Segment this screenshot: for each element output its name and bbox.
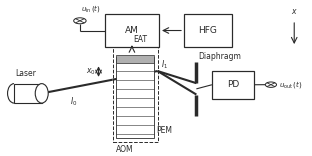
Circle shape <box>74 18 86 24</box>
Text: AM: AM <box>125 26 139 35</box>
Text: HFG: HFG <box>199 26 217 35</box>
Text: $x_0$: $x_0$ <box>86 66 96 77</box>
Text: PEM: PEM <box>156 126 172 135</box>
Circle shape <box>265 82 276 87</box>
Bar <box>116 57 154 138</box>
Text: $u_{\rm out}\,(t)$: $u_{\rm out}\,(t)$ <box>279 79 302 90</box>
Text: $I_1$: $I_1$ <box>161 59 168 71</box>
Bar <box>184 14 232 47</box>
Text: $x$: $x$ <box>291 7 298 16</box>
Bar <box>113 46 158 142</box>
Text: $u_{\rm in}\,(t)$: $u_{\rm in}\,(t)$ <box>81 3 101 14</box>
Bar <box>212 71 254 99</box>
Text: PD: PD <box>227 80 239 89</box>
Bar <box>116 55 154 63</box>
Text: Laser: Laser <box>16 69 37 78</box>
Text: EAT: EAT <box>134 35 148 44</box>
Text: Diaphragm: Diaphragm <box>198 52 241 61</box>
Bar <box>14 84 42 103</box>
Text: $I_0$: $I_0$ <box>70 95 78 108</box>
Ellipse shape <box>35 84 48 103</box>
Text: AOM: AOM <box>116 145 133 154</box>
Bar <box>105 14 159 47</box>
